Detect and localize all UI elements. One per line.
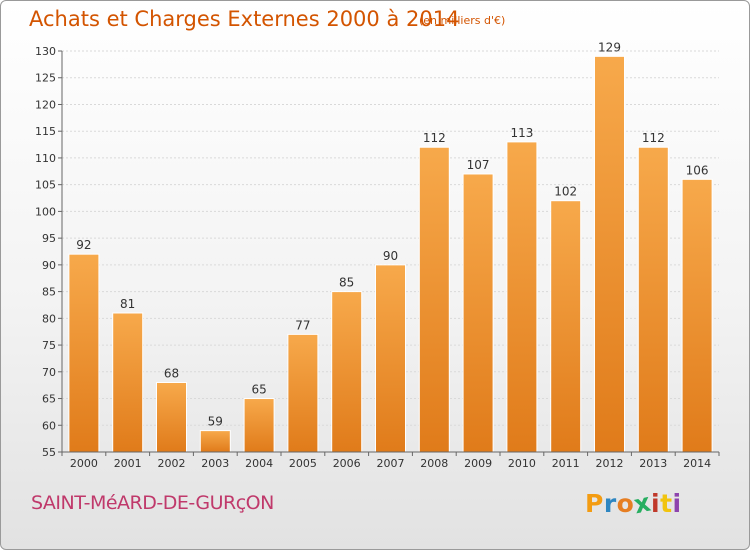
x-tick-label: 2008 — [420, 457, 448, 470]
logo-letter: t — [660, 489, 673, 518]
proxiti-logo[interactable]: Proxiti — [585, 488, 682, 520]
x-tick-label: 2005 — [289, 457, 317, 470]
data-label-2006: 85 — [339, 276, 354, 290]
y-tick-label: 70 — [42, 366, 56, 379]
bar-2002 — [156, 381, 187, 453]
data-label-2003: 59 — [208, 415, 223, 429]
x-tick-label: 2010 — [508, 457, 536, 470]
bar-2005 — [287, 333, 319, 453]
y-tick-label: 130 — [35, 45, 56, 58]
chart-title: Achats et Charges Externes 2000 à 2014 — [29, 7, 460, 31]
x-tick-label: 2001 — [114, 457, 142, 470]
data-label-2011: 102 — [554, 185, 577, 199]
x-tick-label: 2006 — [333, 457, 361, 470]
chart-subtitle: (en milliers d'€) — [419, 14, 506, 27]
data-label-2000: 92 — [76, 238, 91, 252]
data-label-2008: 112 — [423, 131, 446, 145]
bars: 92 81 68 59 65 77 85 90 112 107 113 102 129 112 106 — [68, 40, 713, 453]
bar-2004 — [243, 398, 275, 453]
place-name: SAINT-MéARD-DE-GURçON — [31, 492, 274, 514]
bar-2007 — [375, 264, 406, 453]
x-tick-label: 2011 — [552, 457, 580, 470]
x-tick-label: 2003 — [201, 457, 229, 470]
bar-2012 — [594, 55, 625, 453]
y-tick-label: 75 — [42, 339, 56, 352]
x-tick-label: 2013 — [639, 457, 667, 470]
bar-2013 — [637, 146, 669, 453]
y-tick-label: 55 — [42, 446, 56, 459]
y-tick-label: 60 — [42, 419, 56, 432]
x-tick-label: 2009 — [464, 457, 492, 470]
logo-letter: P — [585, 489, 604, 518]
data-label-2005: 77 — [295, 318, 310, 332]
bar-2014 — [681, 178, 713, 453]
data-label-2004: 65 — [251, 383, 266, 397]
y-tick-label: 95 — [42, 232, 56, 245]
bar-2006 — [331, 291, 363, 453]
x-tick-label: 2002 — [158, 457, 186, 470]
data-label-2010: 113 — [510, 126, 533, 140]
data-label-2001: 81 — [120, 297, 135, 311]
y-tick-label: 120 — [35, 98, 56, 111]
bar-2009 — [462, 173, 494, 453]
bar-2001 — [112, 312, 144, 453]
data-label-2014: 106 — [686, 163, 709, 177]
y-tick-label: 115 — [35, 125, 56, 138]
y-tick-label: 100 — [35, 205, 56, 218]
logo-letter: o — [616, 489, 635, 518]
y-tick-label: 85 — [42, 286, 56, 299]
x-tick-label: 2014 — [683, 457, 711, 470]
y-tick-label: 125 — [35, 72, 56, 85]
y-tick-label: 80 — [42, 312, 56, 325]
bar-2003 — [199, 430, 231, 453]
y-tick-label: 90 — [42, 259, 56, 272]
bar-2008 — [418, 146, 450, 453]
logo-letter: i — [651, 489, 661, 518]
logo-letter: r — [603, 489, 617, 518]
logo-letter: i — [672, 489, 682, 518]
y-tick-label: 65 — [42, 393, 56, 406]
data-label-2013: 112 — [642, 131, 665, 145]
data-label-2012: 129 — [598, 40, 621, 54]
bar-2010 — [506, 141, 538, 453]
data-label-2002: 68 — [164, 366, 179, 380]
x-tick-label: 2007 — [377, 457, 405, 470]
y-axis: 55 60 65 70 75 80 85 90 95 100 105 110 115 120 125 130 — [35, 45, 63, 459]
bar-2011 — [550, 200, 582, 453]
x-axis: 2000 2001 2002 2003 2004 2005 2006 2007 2008 2009… — [61, 451, 720, 470]
data-label-2007: 90 — [383, 249, 398, 263]
x-tick-label: 2004 — [245, 457, 273, 470]
x-tick-label: 2000 — [70, 457, 98, 470]
y-tick-label: 105 — [35, 179, 56, 192]
bar-2000 — [68, 253, 100, 453]
data-label-2009: 107 — [467, 158, 490, 172]
y-tick-label: 110 — [35, 152, 56, 165]
x-tick-label: 2012 — [596, 457, 624, 470]
